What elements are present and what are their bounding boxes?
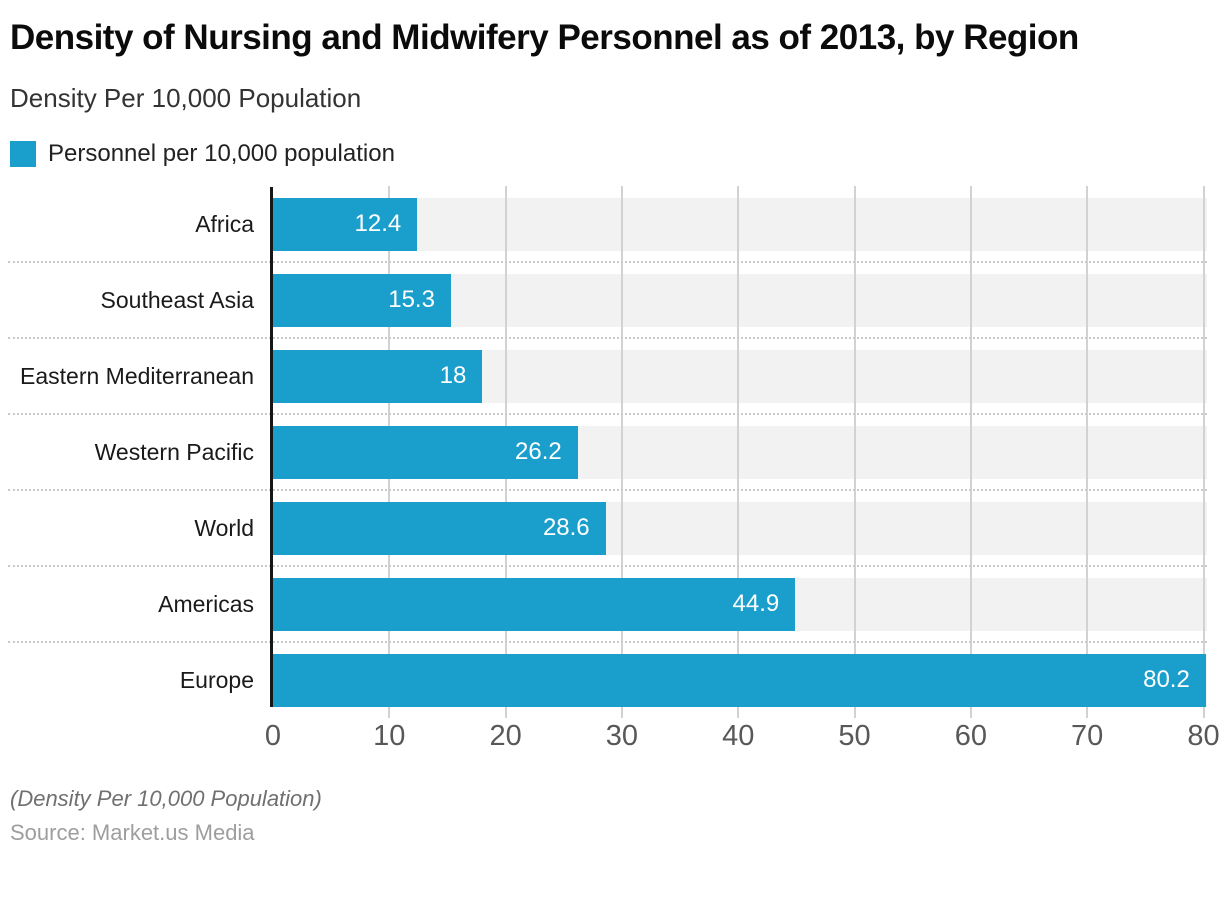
x-tick-label: 20 (489, 720, 522, 752)
bar-track: 26.2 (273, 425, 1207, 479)
category-label: Europe (179, 666, 254, 693)
category-label: Southeast Asia (100, 286, 254, 313)
chart-row: Europe 80.2 (0, 642, 1220, 718)
category-label: Americas (158, 590, 254, 617)
bar-track: 12.4 (273, 197, 1207, 251)
chart-row: Americas 44.9 (0, 566, 1220, 642)
legend: Personnel per 10,000 population (10, 140, 1210, 168)
x-tick-label: 30 (605, 720, 639, 752)
bar-track: 15.3 (273, 273, 1207, 327)
legend-label: Personnel per 10,000 population (48, 140, 395, 167)
x-tick-label: 80 (1187, 720, 1220, 752)
chart-row: Africa 12.4 (0, 186, 1220, 262)
bar: 12.4 (273, 197, 418, 251)
x-tick-label: 40 (722, 720, 755, 752)
category-label: Africa (195, 210, 254, 237)
chart-subtitle: Density Per 10,000 Population (10, 83, 362, 113)
bar-value-label: 26.2 (515, 438, 562, 465)
bar: 28.6 (273, 501, 606, 555)
bar-track: 44.9 (273, 577, 1207, 631)
bar-value-label: 15.3 (388, 286, 435, 313)
chart-row: Western Pacific 26.2 (0, 414, 1220, 490)
bar-value-label: 18 (439, 362, 467, 389)
bar-track: 80.2 (273, 653, 1207, 707)
bar: 80.2 (273, 653, 1206, 707)
bar-value-label: 44.9 (732, 590, 780, 617)
category-label: Eastern Mediterranean (20, 362, 254, 389)
bar-track: 18 (273, 349, 1207, 403)
category-label: World (194, 514, 254, 541)
bar: 15.3 (273, 273, 451, 327)
x-tick-label: 0 (264, 720, 282, 752)
category-label: Western Pacific (94, 438, 254, 465)
x-tick-label: 70 (1071, 720, 1104, 752)
bar-value-label: 28.6 (542, 514, 590, 541)
bar: 26.2 (273, 425, 578, 479)
bar: 18 (273, 349, 483, 403)
chart-row: Southeast Asia 15.3 (0, 262, 1220, 338)
chart-title: Density of Nursing and Midwifery Personn… (10, 18, 1079, 57)
bar-track: 28.6 (273, 501, 1207, 555)
x-axis-ticks: 0 10 20 30 40 50 60 70 80 (265, 718, 1220, 766)
bar: 44.9 (273, 577, 796, 631)
chart-rows: Africa 12.4 Southeast Asia 15.3 Eastern Medi… (0, 186, 1220, 718)
zero-axis-line (270, 187, 273, 707)
bar-value-label: 80.2 (1143, 666, 1190, 693)
bar-value-label: 12.4 (354, 210, 402, 237)
x-tick-label: 50 (838, 720, 871, 752)
x-tick-label: 10 (373, 720, 406, 752)
chart-row: World 28.6 (0, 490, 1220, 566)
chart-row: Eastern Mediterranean 18 (0, 338, 1220, 414)
x-tick-label: 60 (954, 720, 988, 752)
plot-area: Africa 12.4 Southeast Asia 15.3 Eastern Medi… (0, 186, 1220, 718)
legend-swatch-icon (10, 141, 36, 167)
source-credit: Source: Market.us Media (10, 820, 255, 845)
axis-unit-note: (Density Per 10,000 Population) (10, 786, 322, 811)
